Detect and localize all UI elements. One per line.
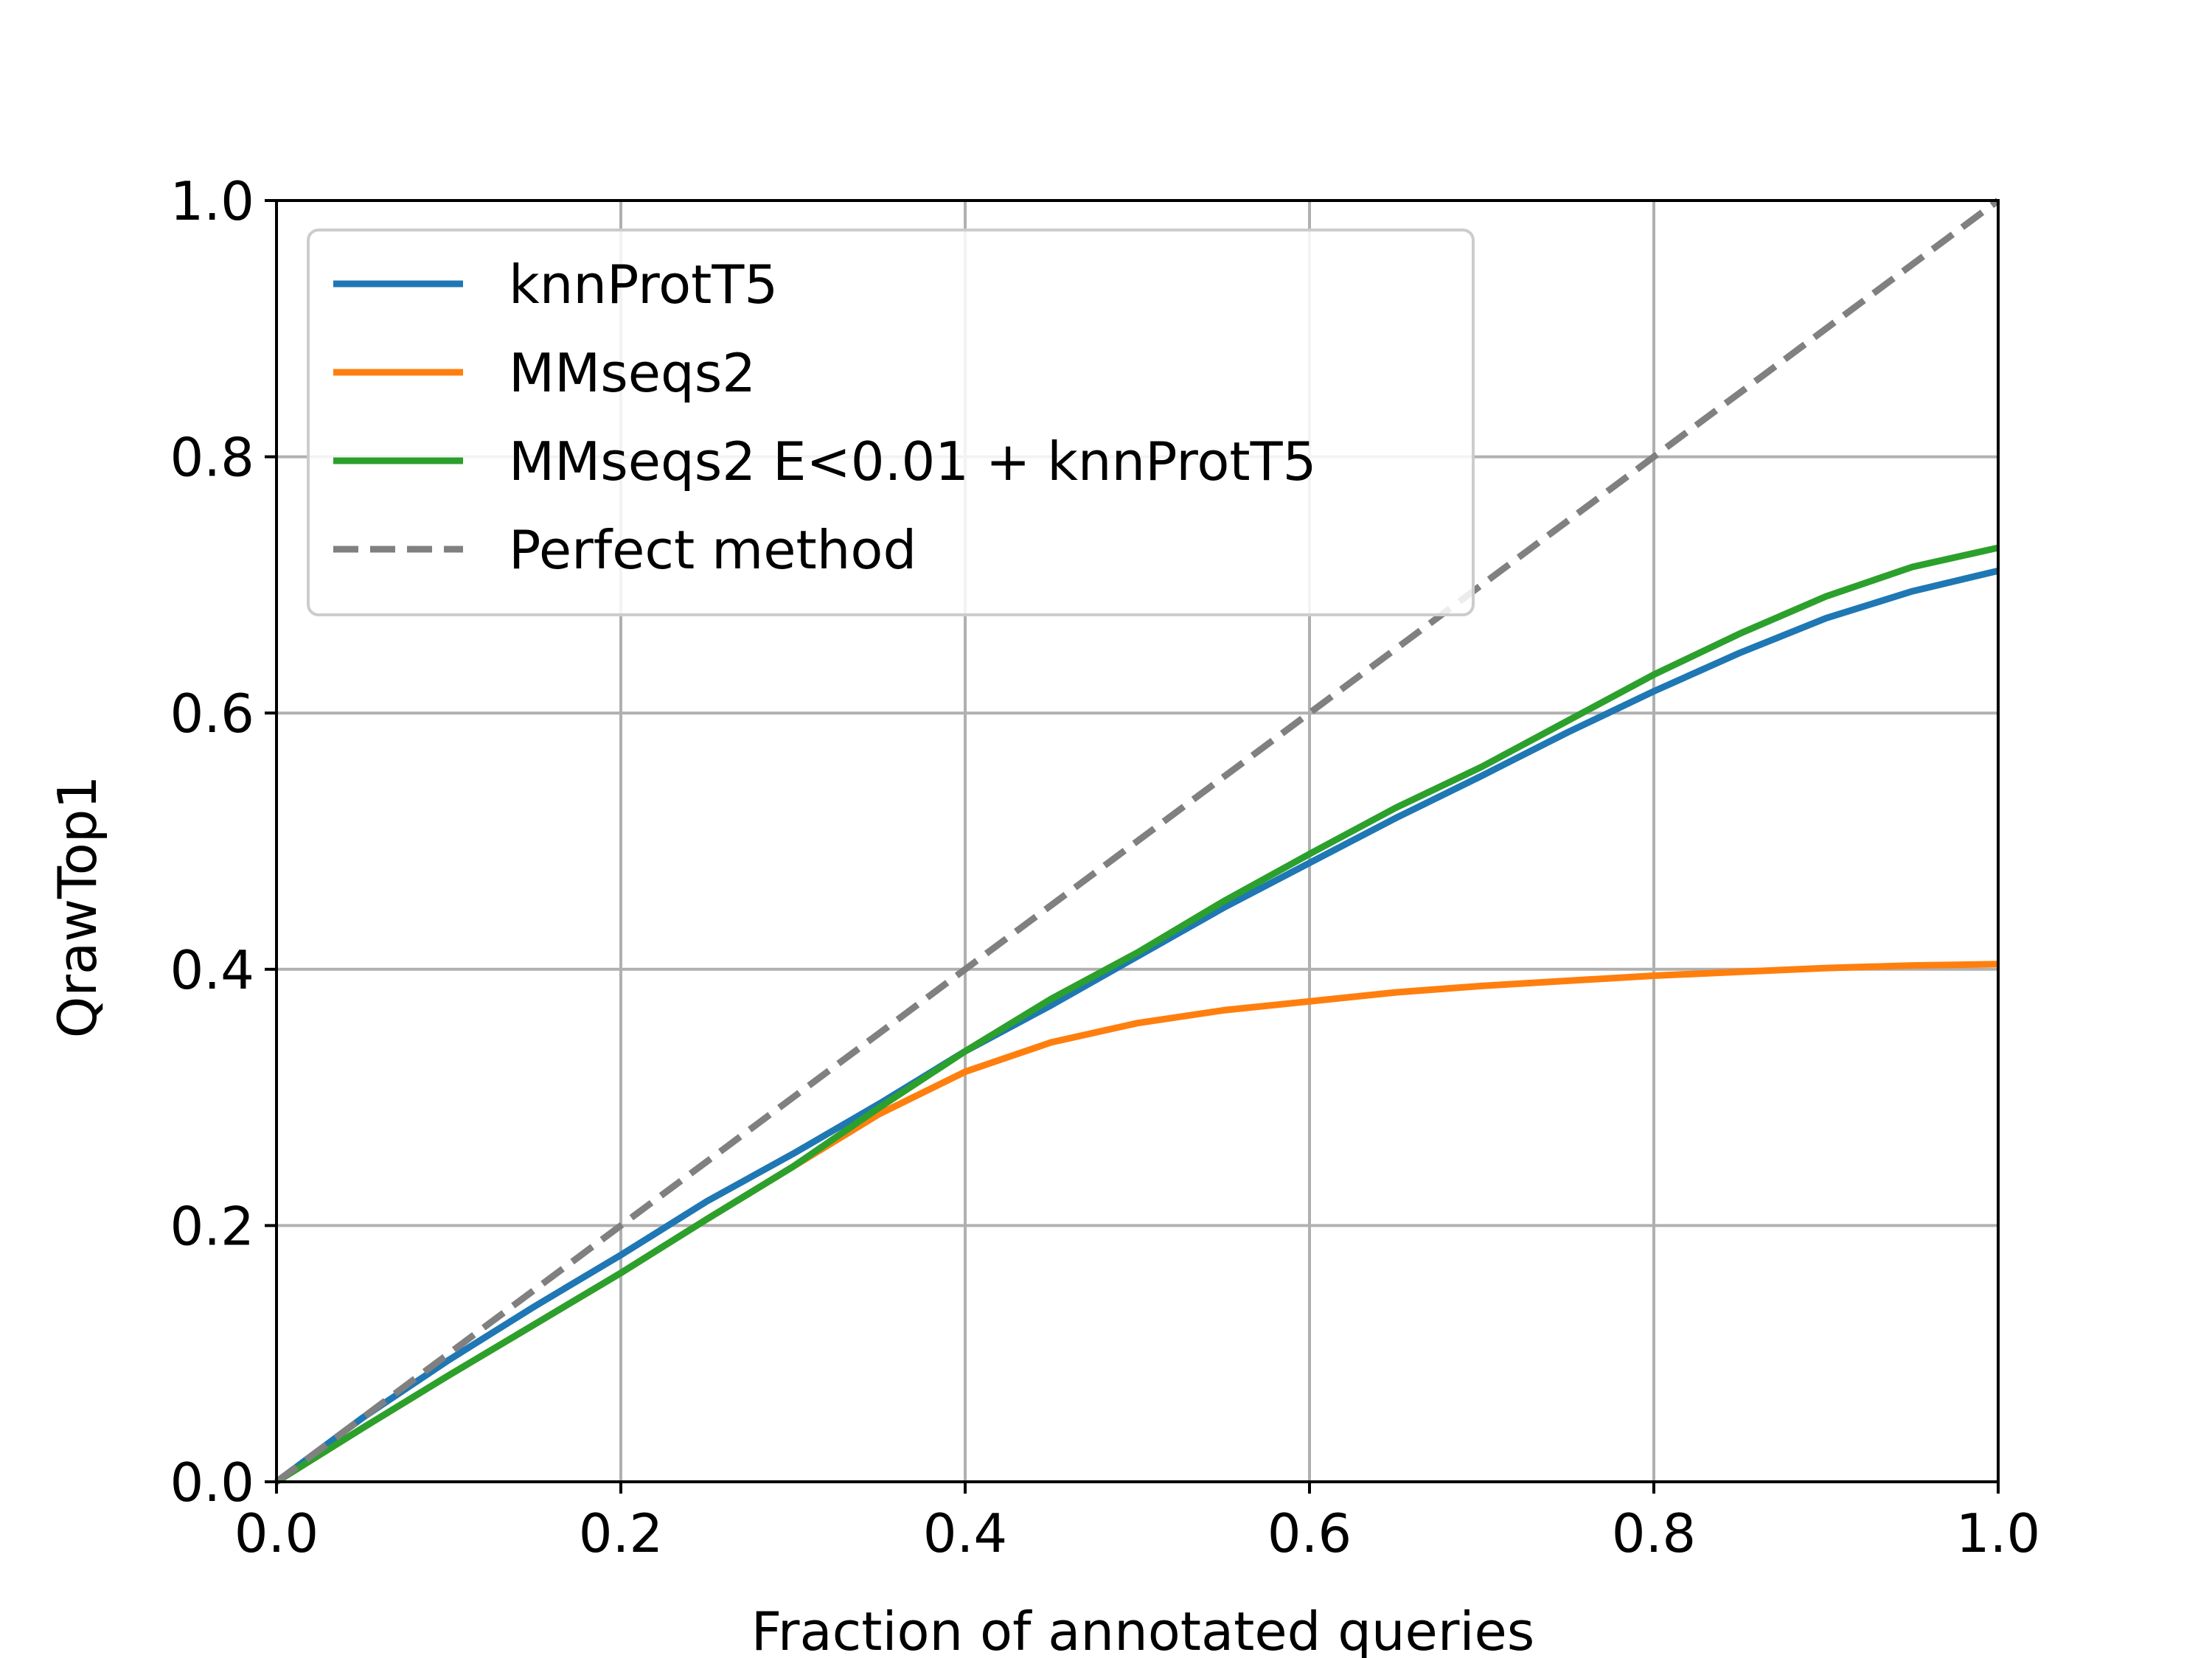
y-tick-label: 1.0 — [170, 170, 254, 232]
tick-labels: 0.0 0.2 0.4 0.6 0.8 1.0 0.0 0.2 0.4 0.6 0.8 1.0 — [170, 170, 2040, 1564]
plot-area — [274, 198, 2000, 1485]
series-line-2 — [274, 544, 1999, 1485]
legend-label: Perfect method — [509, 519, 917, 581]
x-tick-label: 0.6 — [1267, 1502, 1352, 1564]
x-tick-label: 0.0 — [234, 1502, 319, 1564]
legend-label: knnProtT5 — [509, 254, 778, 316]
series-line-0 — [274, 567, 2000, 1485]
y-axis-label: QrawTop1 — [46, 776, 108, 1039]
legend-label: MMseqs2 — [509, 342, 756, 404]
y-tick-label: 0.6 — [170, 683, 254, 745]
y-tick-label: 0.2 — [170, 1195, 254, 1257]
series-line-3 — [274, 198, 2000, 1485]
legend-label: MMseqs2 E<0.01 + knnProtT5 — [509, 431, 1316, 492]
legend: knnProtT5 MMseqs2 MMseqs2 E<0.01 + knnProt… — [307, 229, 1475, 616]
x-tick-label: 0.2 — [579, 1502, 664, 1564]
legend-box — [307, 229, 1475, 616]
x-tick-label: 0.8 — [1612, 1502, 1697, 1564]
y-tick-label: 0.4 — [170, 939, 254, 1001]
y-tick-label: 0.0 — [170, 1452, 254, 1514]
y-tick-label: 0.8 — [170, 427, 254, 489]
axes — [265, 199, 2000, 1494]
x-axis-label: Fraction of annotated queries — [751, 1600, 1535, 1658]
x-tick-label: 1.0 — [1956, 1502, 2041, 1564]
x-tick-label: 0.4 — [923, 1502, 1008, 1564]
plot-frame — [275, 199, 2000, 1483]
